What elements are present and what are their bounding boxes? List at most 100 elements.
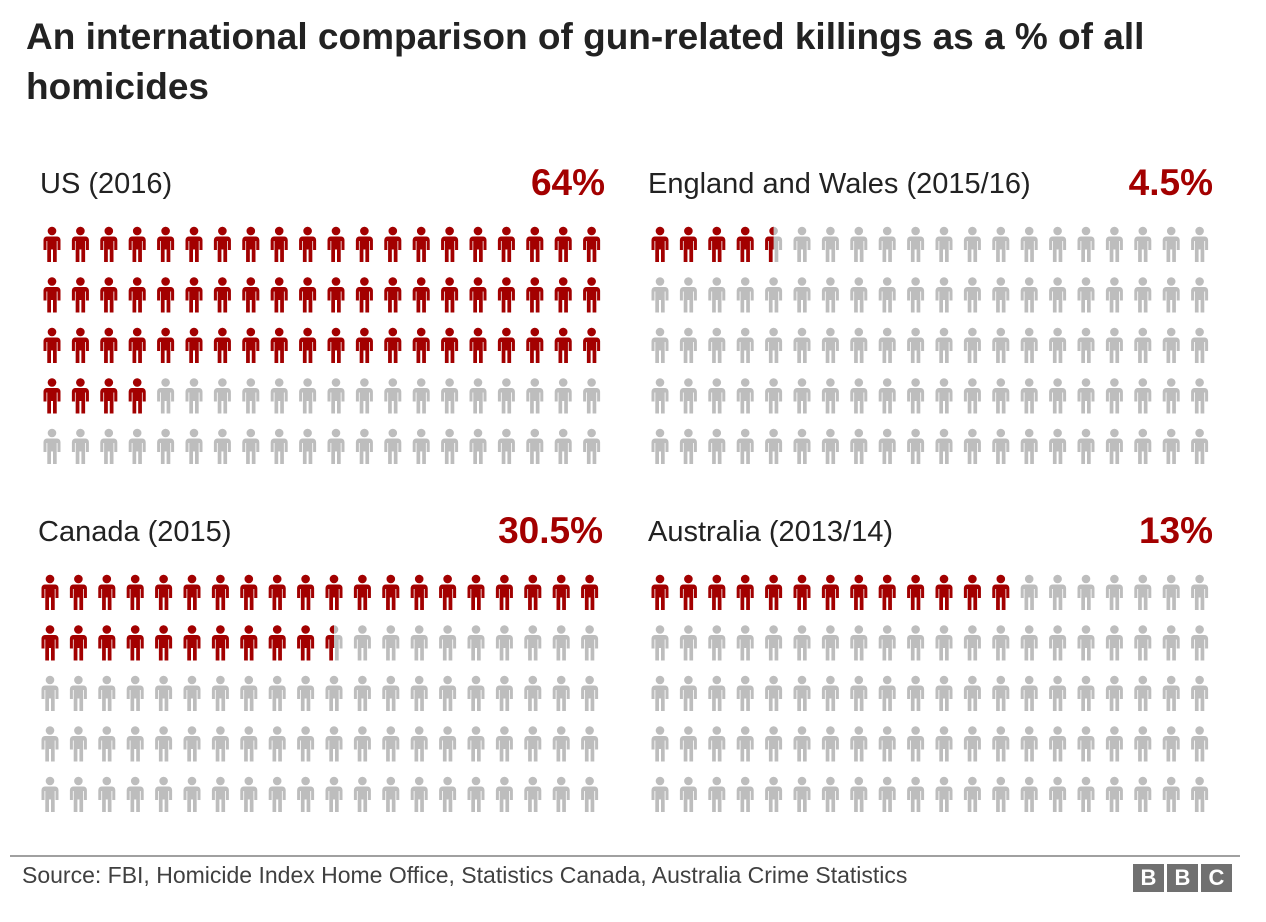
footer-divider: [10, 855, 1240, 857]
person-icon-empty: [441, 378, 459, 414]
person-icon-empty: [1162, 625, 1180, 661]
person-icon-filled: [71, 226, 89, 262]
person-icon-empty: [495, 625, 513, 661]
person-icon-empty: [1191, 625, 1209, 661]
person-icon-empty: [1191, 776, 1209, 812]
person-icon-empty: [708, 327, 726, 363]
person-icon-empty: [240, 776, 258, 812]
person-icon-empty: [1134, 625, 1152, 661]
person-icon-filled: [469, 327, 487, 363]
person-icon-filled: [497, 327, 515, 363]
person-icon-empty: [412, 428, 430, 464]
person-icon-empty: [1191, 226, 1209, 262]
person-icon-empty: [963, 327, 981, 363]
person-icon-empty: [297, 726, 315, 762]
person-icon-empty: [935, 428, 953, 464]
person-icon-filled: [439, 574, 457, 610]
panel-percent: 13%: [1138, 510, 1213, 551]
person-icon-empty: [907, 277, 925, 313]
person-icon-empty: [935, 226, 953, 262]
panel-label: US (2016): [40, 168, 173, 200]
person-icon-empty: [1105, 428, 1123, 464]
person-icon-empty: [992, 726, 1010, 762]
person-icon-filled: [43, 378, 61, 414]
person-icon-filled: [100, 226, 118, 262]
person-icon-empty: [765, 428, 783, 464]
person-icon-empty: [157, 378, 175, 414]
person-icon-empty: [821, 327, 839, 363]
person-icon-empty: [299, 428, 317, 464]
person-icon-empty: [98, 726, 116, 762]
person-icon-empty: [708, 625, 726, 661]
person-icon-filled: [821, 574, 839, 610]
person-icon-filled: [526, 327, 544, 363]
person-icon-empty: [736, 327, 754, 363]
person-icon-empty: [469, 378, 487, 414]
person-icon-filled: [469, 277, 487, 313]
logo-letter: C: [1201, 864, 1232, 892]
person-icon-empty: [155, 675, 173, 711]
person-icon-empty: [1162, 226, 1180, 262]
person-icon-empty: [384, 428, 402, 464]
panel-england-wales: England and Wales (2015/16) 4.5%: [648, 162, 1213, 468]
person-icon-filled: [155, 574, 173, 610]
person-icon-filled: [441, 327, 459, 363]
person-icon-empty: [1077, 428, 1095, 464]
person-icon-empty: [581, 726, 599, 762]
person-icon-filled: [355, 327, 373, 363]
person-icon-filled: [651, 574, 669, 610]
person-icon-filled: [327, 327, 345, 363]
person-icon-empty: [185, 378, 203, 414]
person-icon-filled: [935, 574, 953, 610]
person-icon-empty: [708, 277, 726, 313]
person-icon-filled: [554, 226, 572, 262]
person-icon-empty: [907, 378, 925, 414]
person-icon-empty: [1162, 776, 1180, 812]
person-icon-empty: [581, 625, 599, 661]
person-icon-empty: [327, 428, 345, 464]
person-icon-empty: [526, 428, 544, 464]
person-icon-filled: [412, 327, 430, 363]
person-icon-empty: [1077, 776, 1095, 812]
person-icon-empty: [581, 776, 599, 812]
person-icon-empty: [353, 776, 371, 812]
person-icon-filled: [126, 574, 144, 610]
person-icon-empty: [211, 726, 229, 762]
person-icon-empty: [651, 327, 669, 363]
person-icon-empty: [708, 428, 726, 464]
person-icon-filled: [497, 226, 515, 262]
person-icon-filled: [878, 574, 896, 610]
person-icon-empty: [850, 625, 868, 661]
person-icon-empty: [793, 378, 811, 414]
panel-percent: 4.5%: [1128, 162, 1213, 203]
person-icon-filled: [299, 226, 317, 262]
person-icon-empty: [679, 776, 697, 812]
icon-grid: [651, 574, 1209, 812]
person-icon-empty: [1191, 675, 1209, 711]
person-icon-filled: [554, 277, 572, 313]
person-icon-empty: [43, 428, 61, 464]
person-icon-filled: [43, 226, 61, 262]
panel-label: England and Wales (2015/16): [648, 168, 1031, 200]
person-icon-empty: [211, 675, 229, 711]
person-icon-empty: [268, 776, 286, 812]
person-icon-empty: [382, 625, 400, 661]
person-icon-filled: [240, 574, 258, 610]
person-icon-filled: [327, 277, 345, 313]
panel-canada: Canada (2015) 30.5%: [38, 510, 603, 816]
person-icon-empty: [963, 625, 981, 661]
person-icon-empty: [821, 726, 839, 762]
person-icon-empty: [736, 625, 754, 661]
person-icon-filled: [155, 625, 173, 661]
person-icon-empty: [467, 776, 485, 812]
person-icon-empty: [41, 726, 59, 762]
person-icon-empty: [526, 378, 544, 414]
person-icon-empty: [793, 277, 811, 313]
person-icon-filled: [211, 625, 229, 661]
person-icon-empty: [821, 277, 839, 313]
person-icon-filled: [270, 277, 288, 313]
person-icon-empty: [679, 277, 697, 313]
person-icon-empty: [935, 675, 953, 711]
person-icon-empty: [1020, 726, 1038, 762]
person-icon-empty: [992, 675, 1010, 711]
